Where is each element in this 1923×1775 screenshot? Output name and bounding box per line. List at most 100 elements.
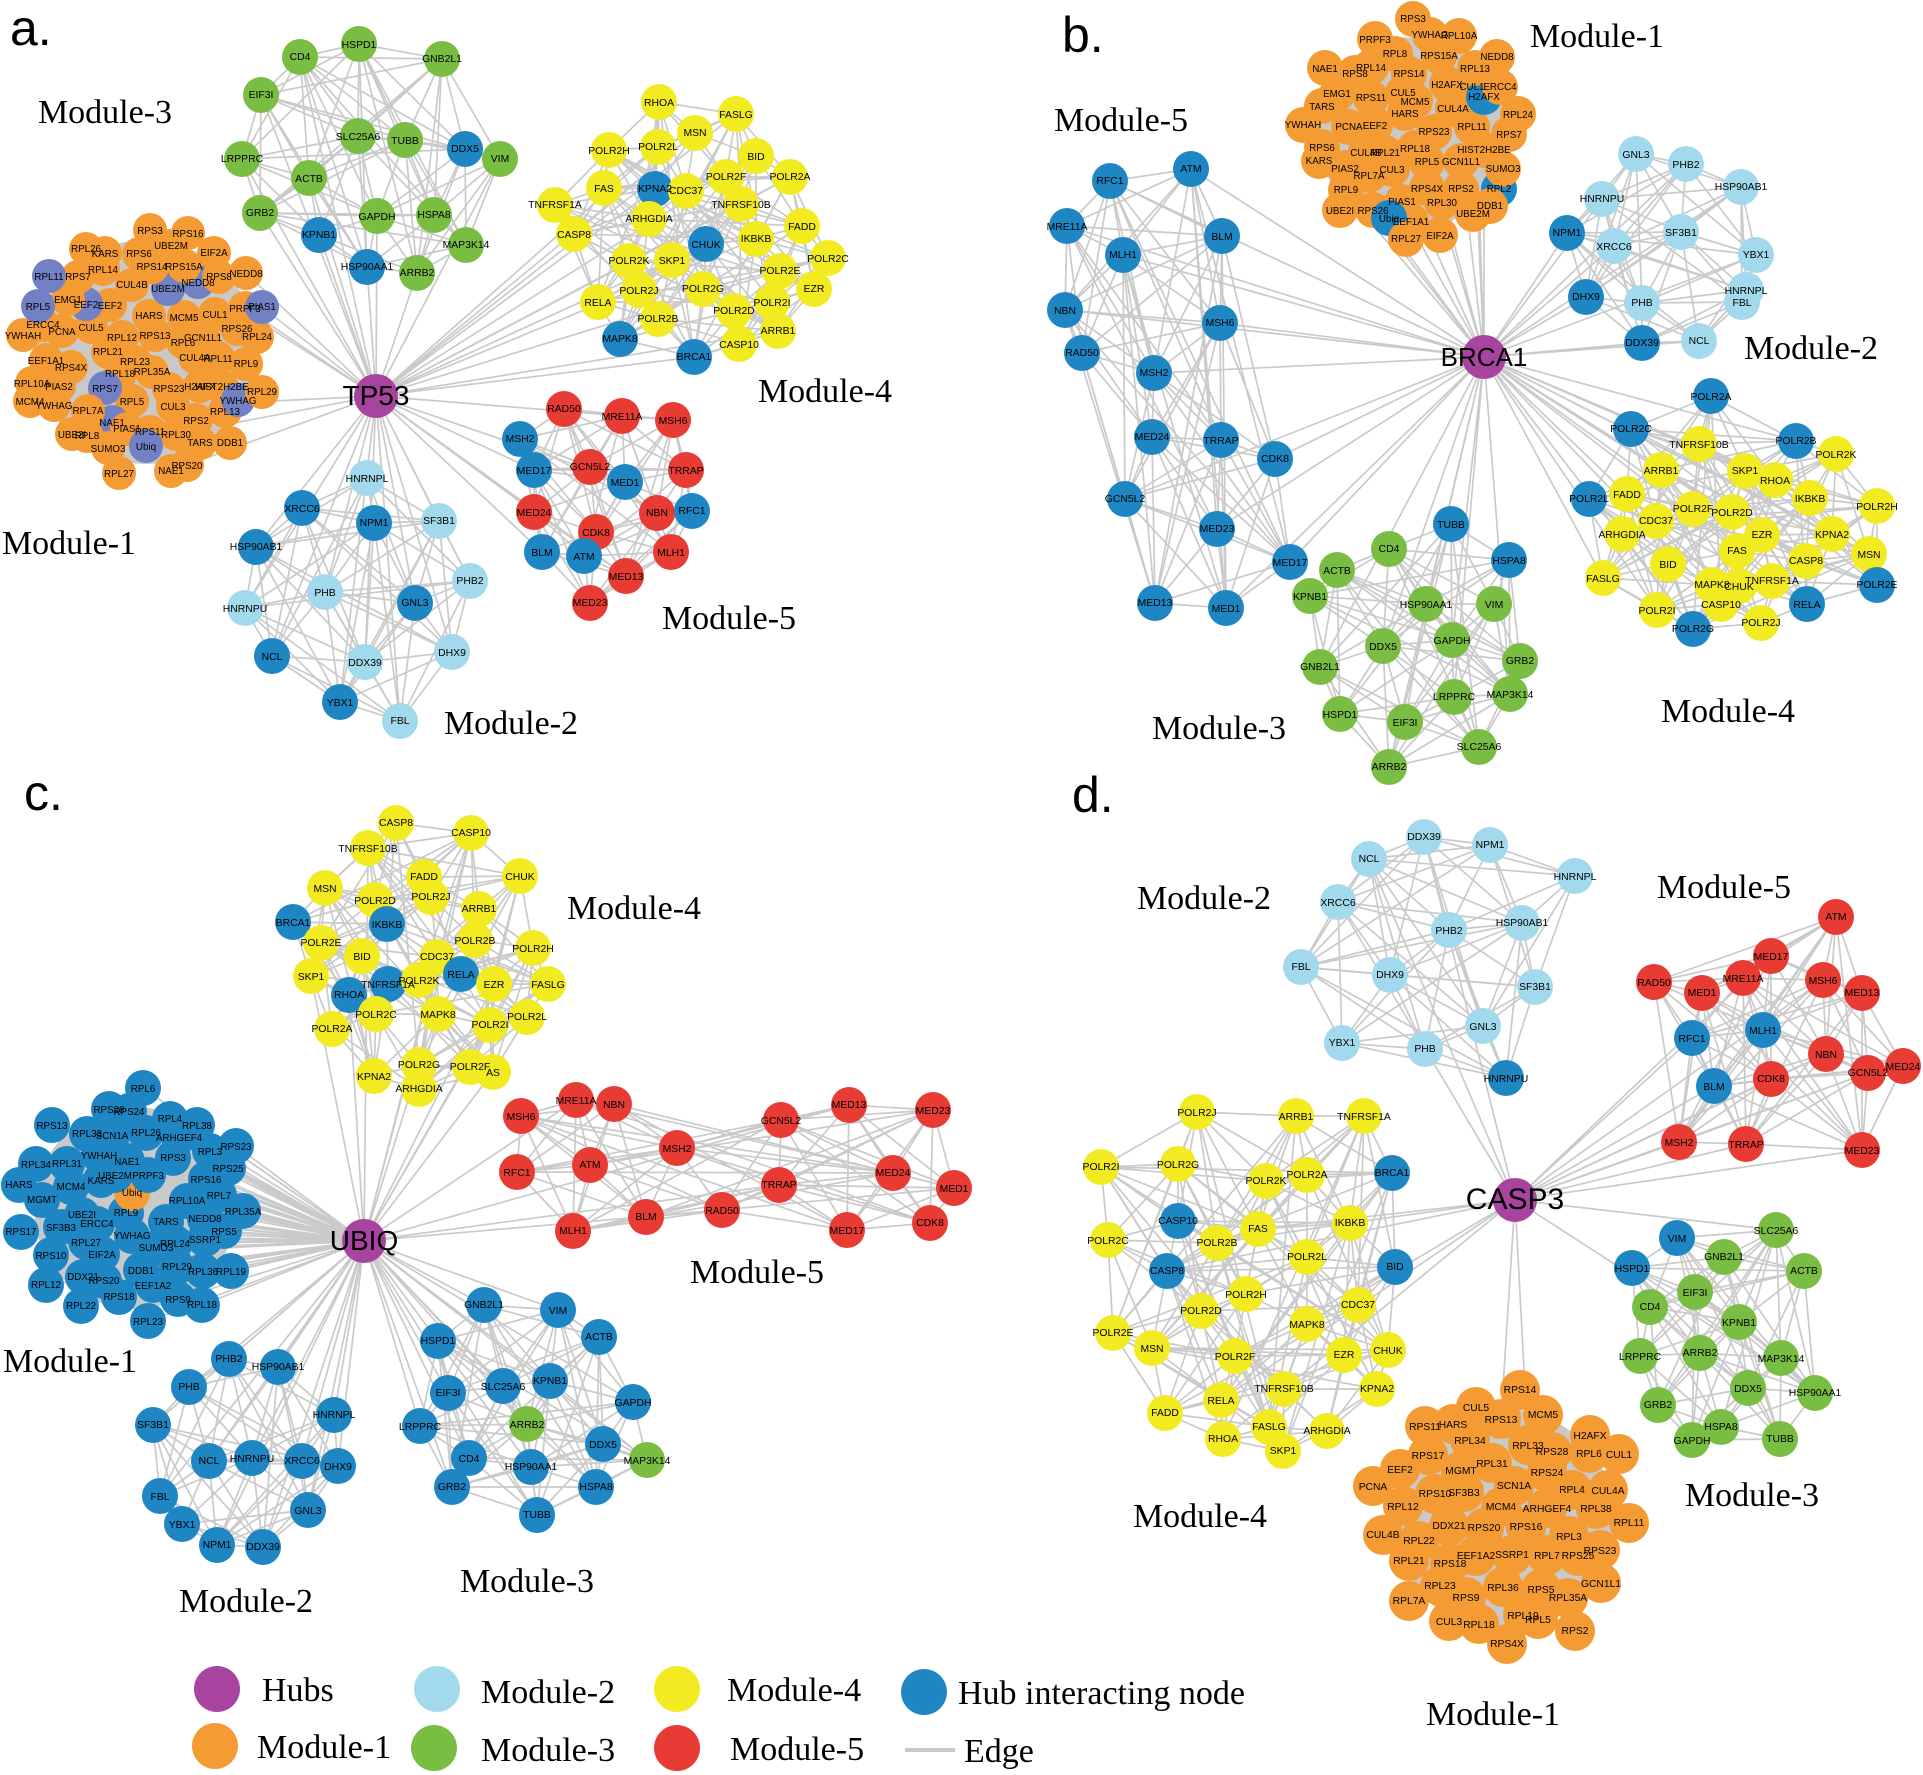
svg-text:IKBKB: IKBKB [1795, 494, 1826, 505]
svg-text:EIF2A: EIF2A [1426, 231, 1454, 242]
svg-text:RPS7: RPS7 [65, 272, 91, 283]
svg-text:FBL: FBL [150, 1492, 169, 1503]
svg-text:DDX39: DDX39 [348, 658, 382, 669]
svg-text:Module-3: Module-3 [1685, 1477, 1819, 1514]
svg-text:RPL5: RPL5 [120, 397, 145, 408]
svg-text:HARS: HARS [5, 1180, 33, 1191]
svg-text:SCN1A: SCN1A [1497, 1481, 1531, 1492]
svg-text:RPL12: RPL12 [107, 333, 137, 344]
svg-text:YWHAH: YWHAH [5, 331, 41, 342]
svg-text:MAPK8: MAPK8 [1694, 580, 1729, 591]
svg-text:CUL4A: CUL4A [179, 353, 211, 364]
svg-text:Edge: Edge [964, 1733, 1034, 1770]
svg-text:NEDD8: NEDD8 [229, 269, 263, 280]
svg-text:RPL36: RPL36 [188, 1267, 219, 1278]
svg-text:NAE1: NAE1 [158, 466, 184, 477]
svg-text:MAPK8: MAPK8 [602, 334, 637, 345]
svg-text:RPS4X: RPS4X [55, 363, 88, 374]
svg-text:RPS18: RPS18 [1434, 1559, 1467, 1570]
svg-text:POLR2E: POLR2E [1092, 1328, 1133, 1339]
svg-text:RPS25: RPS25 [212, 1164, 244, 1175]
svg-text:Hubs: Hubs [262, 1672, 334, 1709]
svg-text:RPL19: RPL19 [216, 1267, 246, 1278]
svg-text:FADD: FADD [410, 872, 438, 883]
svg-text:RPL30: RPL30 [161, 430, 192, 441]
svg-text:NPM1: NPM1 [1476, 840, 1505, 851]
svg-text:SKP1: SKP1 [659, 256, 686, 267]
svg-text:CD4: CD4 [290, 52, 311, 63]
svg-text:MSH2: MSH2 [1140, 368, 1169, 379]
svg-text:NPM1: NPM1 [360, 518, 389, 529]
svg-text:FBL: FBL [1732, 298, 1751, 309]
svg-text:RPS3: RPS3 [137, 226, 163, 237]
svg-text:MED13: MED13 [1138, 598, 1173, 609]
svg-text:CASP8: CASP8 [1150, 1266, 1184, 1277]
svg-text:HNRNPL: HNRNPL [313, 1410, 356, 1421]
svg-text:CASP8: CASP8 [557, 230, 591, 241]
svg-text:GNL3: GNL3 [294, 1506, 321, 1517]
svg-text:RPS8: RPS8 [206, 272, 232, 283]
svg-text:HSP90AA1: HSP90AA1 [341, 262, 394, 273]
svg-text:RPL18: RPL18 [1463, 1620, 1495, 1631]
svg-text:NAE1: NAE1 [1312, 64, 1338, 75]
svg-text:RPL35A: RPL35A [1549, 1593, 1587, 1604]
svg-text:H2AFX: H2AFX [1468, 92, 1500, 103]
svg-text:EIF3I: EIF3I [1393, 718, 1418, 729]
svg-text:RFC1: RFC1 [678, 506, 705, 517]
svg-text:EIF3I: EIF3I [249, 90, 274, 101]
svg-text:RPS9: RPS9 [165, 1295, 191, 1306]
svg-text:POLR2B: POLR2B [454, 936, 495, 947]
svg-text:GNL3: GNL3 [1469, 1022, 1496, 1033]
svg-text:GCN5L2: GCN5L2 [761, 1116, 802, 1127]
svg-text:RPL7A: RPL7A [1393, 1596, 1426, 1607]
svg-text:RPS24: RPS24 [113, 1107, 145, 1118]
svg-text:NCL: NCL [1689, 336, 1710, 347]
svg-text:H2AFX: H2AFX [184, 382, 216, 393]
svg-text:Module-4: Module-4 [1133, 1498, 1267, 1535]
svg-text:HNRNPL: HNRNPL [346, 474, 389, 485]
svg-text:HSP90AB1: HSP90AB1 [230, 542, 283, 553]
svg-text:MCM5: MCM5 [1401, 97, 1430, 108]
svg-text:MCM4: MCM4 [57, 1182, 86, 1193]
svg-text:RPS20: RPS20 [1468, 1523, 1501, 1534]
svg-text:HSP90AA1: HSP90AA1 [505, 1462, 558, 1473]
svg-text:RPS20: RPS20 [88, 1276, 120, 1287]
svg-text:TRRAP: TRRAP [1203, 436, 1238, 447]
svg-text:RPL18: RPL18 [1400, 144, 1431, 155]
svg-text:MED17: MED17 [1754, 952, 1789, 963]
svg-text:RPL2: RPL2 [1487, 184, 1512, 195]
svg-text:SKP1: SKP1 [1270, 1446, 1297, 1457]
svg-text:XRCC6: XRCC6 [284, 504, 319, 515]
svg-text:Module-2: Module-2 [1137, 880, 1271, 917]
svg-text:KPNB1: KPNB1 [533, 1376, 567, 1387]
svg-text:HSPA8: HSPA8 [1492, 556, 1526, 567]
svg-text:BLM: BLM [1211, 232, 1232, 243]
svg-text:RPS7: RPS7 [92, 384, 118, 395]
svg-text:SSRP1: SSRP1 [1495, 1550, 1529, 1561]
svg-text:RAD50: RAD50 [1637, 978, 1671, 989]
svg-text:RPL34: RPL34 [1454, 1436, 1486, 1447]
svg-text:KPNA2: KPNA2 [638, 184, 672, 195]
svg-text:GRB2: GRB2 [1506, 656, 1535, 667]
svg-text:PCNA: PCNA [48, 327, 76, 338]
svg-text:Module-1: Module-1 [1530, 18, 1664, 55]
svg-text:CASP3: CASP3 [1466, 1183, 1564, 1216]
svg-text:KPNB1: KPNB1 [1722, 1318, 1756, 1329]
svg-text:UBE2M: UBE2M [154, 241, 188, 252]
svg-text:b.: b. [1062, 7, 1104, 63]
svg-text:POLR2E: POLR2E [300, 938, 341, 949]
svg-text:PIAS1: PIAS1 [1388, 197, 1416, 208]
svg-text:POLR2C: POLR2C [1610, 424, 1652, 435]
svg-text:Module-4: Module-4 [567, 890, 701, 927]
svg-text:RPS17: RPS17 [1412, 1451, 1445, 1462]
svg-text:Module-3: Module-3 [1152, 710, 1286, 747]
svg-text:POLR2J: POLR2J [411, 892, 450, 903]
svg-text:HSP90AA1: HSP90AA1 [1789, 1388, 1842, 1399]
svg-text:RPS2: RPS2 [183, 416, 209, 427]
svg-text:RPL13: RPL13 [1460, 64, 1491, 75]
svg-text:EEF1A2: EEF1A2 [1457, 1551, 1496, 1562]
svg-text:CUL1: CUL1 [202, 310, 227, 321]
svg-text:POLR2F: POLR2F [1215, 1352, 1255, 1363]
svg-text:MLH1: MLH1 [559, 1226, 587, 1237]
svg-text:EIF2A: EIF2A [200, 248, 228, 259]
